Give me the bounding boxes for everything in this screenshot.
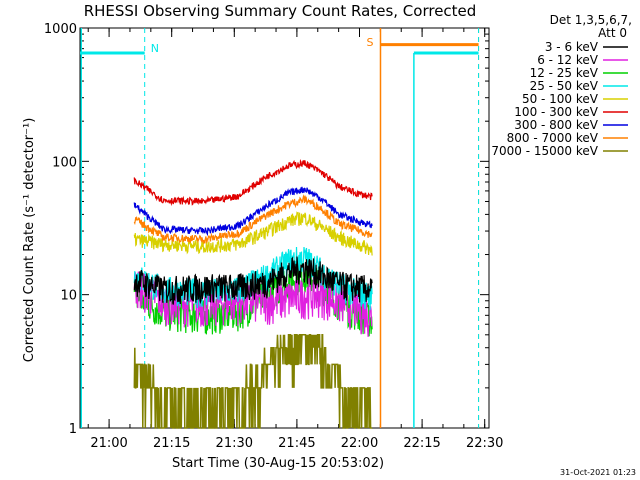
series-line-1	[133, 271, 373, 337]
series-line-7	[133, 194, 373, 245]
legend-entry-label: 6 - 12 keV	[537, 53, 599, 67]
x-tick-label: 21:45	[278, 436, 315, 451]
series-line-0	[133, 256, 373, 305]
y-axis-label: Corrected Count Rate (s⁻¹ detector⁻¹)	[22, 118, 37, 363]
y-tick-label: 100	[52, 155, 77, 170]
x-tick-label: 22:30	[466, 436, 503, 451]
x-tick-label: 21:30	[216, 436, 253, 451]
plot-area: 1 10 100 1000 21:00 21:15 21:30 21:45 22:00 22:15…	[44, 22, 504, 451]
plot-frame	[79, 27, 490, 429]
y-tick-label: 1000	[44, 22, 77, 37]
series-line-8	[133, 334, 373, 429]
legend-entry-label: 7000 - 15000 keV	[491, 144, 598, 158]
legend-entry-label: 50 - 100 keV	[522, 92, 599, 106]
series-line-6	[133, 186, 373, 237]
legend-entry-label: 12 - 25 keV	[530, 66, 599, 80]
night-label: N	[151, 42, 159, 55]
x-axis-label: Start Time (30-Aug-15 20:53:02)	[172, 456, 384, 471]
legend-header-line-1: Det 1,3,5,6,7,	[550, 13, 632, 27]
x-tick-label: 22:00	[341, 436, 378, 451]
x-tick-label: 21:15	[153, 436, 190, 451]
saa-label: S	[366, 36, 373, 49]
series-line-4	[133, 211, 373, 256]
y-tick-label: 1	[69, 422, 77, 437]
legend-entry-label: 3 - 6 keV	[545, 40, 599, 54]
legend-header-line-2: Att 0	[598, 26, 627, 40]
legend-entry-label: 800 - 7000 keV	[507, 131, 599, 145]
legend-entry-label: 100 - 300 keV	[514, 105, 598, 119]
series-line-5	[133, 159, 373, 207]
x-tick-label: 21:00	[90, 436, 127, 451]
timestamp: 31-Oct-2021 01:23	[560, 468, 636, 477]
chart-title: RHESSI Observing Summary Count Rates, Co…	[84, 2, 477, 20]
legend-entry-label: 300 - 800 keV	[514, 118, 598, 132]
legend-entry-label: 25 - 50 keV	[530, 79, 599, 93]
x-tick-label: 22:15	[403, 436, 440, 451]
y-tick-label: 10	[60, 289, 77, 304]
